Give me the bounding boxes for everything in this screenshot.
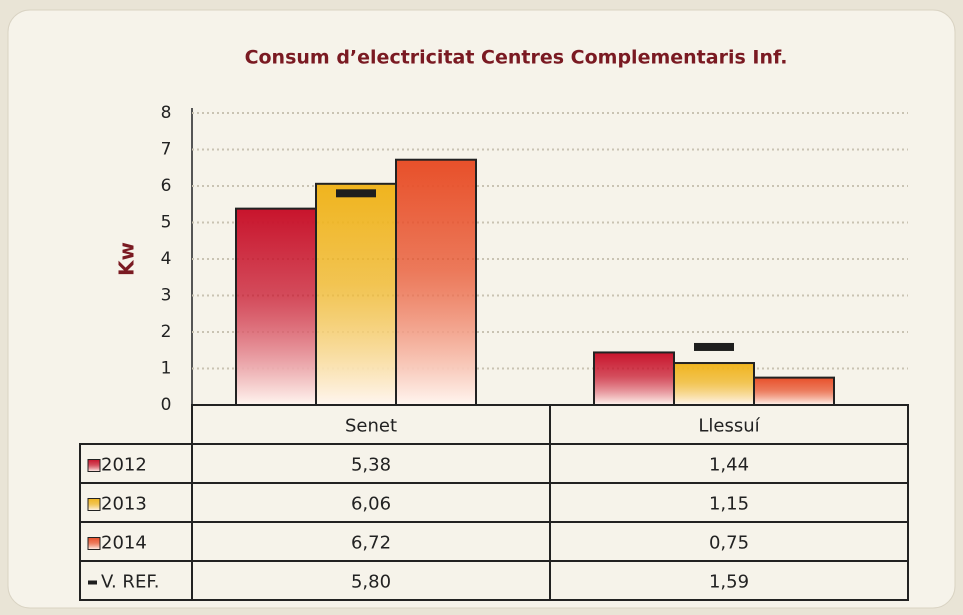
bar xyxy=(673,362,755,406)
y-tick-label: 2 xyxy=(161,322,172,342)
y-tick-label: 5 xyxy=(161,213,172,233)
table-value: 6,06 xyxy=(351,494,391,515)
x-tick-label: Senet xyxy=(345,416,397,437)
bar xyxy=(593,351,675,407)
y-tick-label: 4 xyxy=(161,249,172,269)
reference-mark xyxy=(336,189,376,198)
table-value: 5,80 xyxy=(351,572,391,593)
legend-swatch xyxy=(87,498,101,511)
x-tick-label: Llessuí xyxy=(698,416,760,437)
y-tick-label: 7 xyxy=(161,140,172,160)
legend-swatch xyxy=(87,537,101,550)
reference-mark xyxy=(694,342,734,351)
bar xyxy=(315,182,397,406)
table-value: 1,44 xyxy=(709,455,749,476)
y-tick-label: 8 xyxy=(161,103,172,123)
table-value: 1,59 xyxy=(709,572,749,593)
bar xyxy=(235,207,317,406)
legend-label: 2014 xyxy=(101,533,147,554)
table-value: 0,75 xyxy=(709,533,749,554)
bar xyxy=(395,158,477,406)
y-axis-label: Kw xyxy=(115,242,139,276)
y-tick-label: 3 xyxy=(161,286,172,306)
table-value: 6,72 xyxy=(351,533,391,554)
legend-swatch xyxy=(88,580,97,585)
table-value: 1,15 xyxy=(709,494,749,515)
table-value: 5,38 xyxy=(351,455,391,476)
bar xyxy=(753,376,835,406)
legend-label: 2012 xyxy=(101,455,147,476)
y-tick-label: 0 xyxy=(161,395,172,415)
legend-label: 2013 xyxy=(101,494,147,515)
card xyxy=(7,9,956,609)
y-tick-label: 6 xyxy=(161,176,172,196)
y-tick-label: 1 xyxy=(161,359,172,379)
legend-label: V. REF. xyxy=(101,572,160,593)
legend-swatch xyxy=(87,459,101,472)
chart-title: Consum d’electricitat Centres Complement… xyxy=(245,47,788,69)
